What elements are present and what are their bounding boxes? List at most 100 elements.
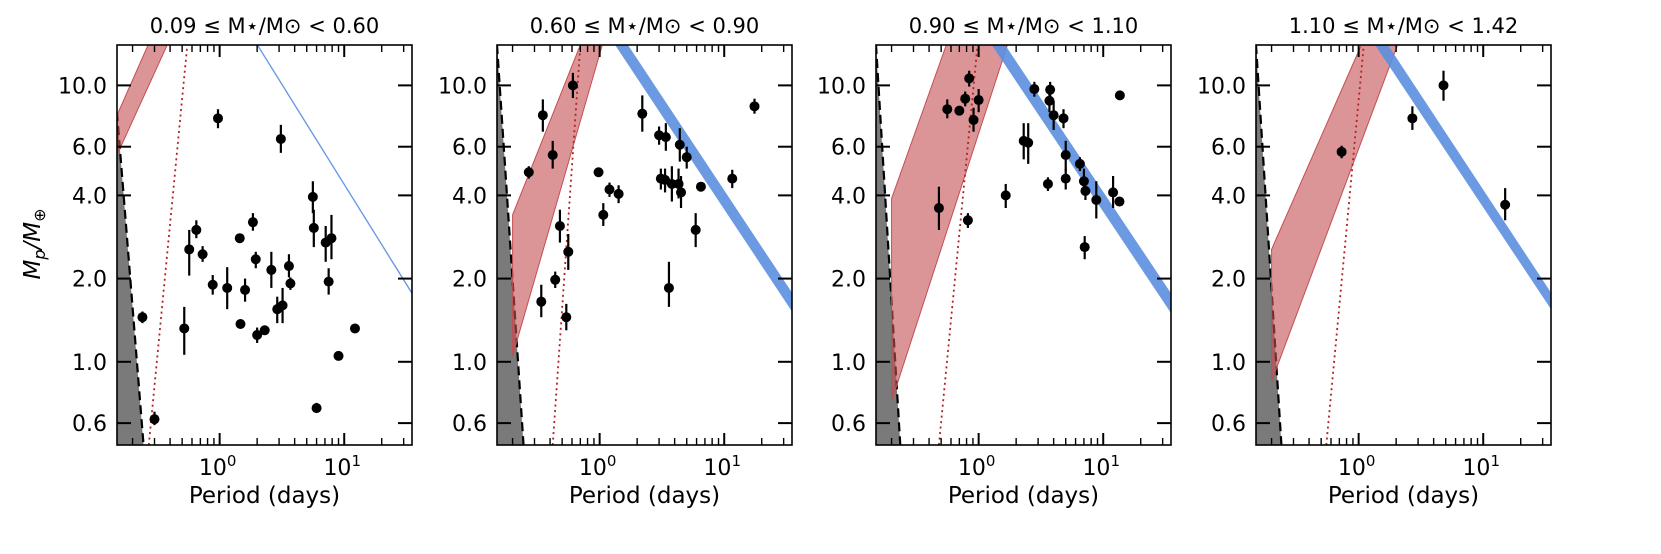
dashed-line <box>876 45 902 445</box>
data-point <box>563 233 574 270</box>
data-point <box>1114 90 1125 101</box>
data-point <box>252 327 263 343</box>
marker <box>277 300 288 311</box>
marker <box>266 264 277 275</box>
data-point <box>1091 181 1102 219</box>
marker <box>554 220 565 231</box>
y-tick-label: 10.0 <box>1197 74 1246 99</box>
data-point <box>1079 236 1090 260</box>
marker <box>727 173 738 184</box>
data-point <box>323 268 334 295</box>
data-point <box>727 169 738 189</box>
data-point <box>266 251 277 288</box>
x-axis-label: Period (days) <box>189 483 340 509</box>
data-point <box>179 306 190 355</box>
marker <box>275 133 286 144</box>
data-point <box>307 181 318 214</box>
data-point <box>1029 81 1040 97</box>
data-point <box>960 91 971 107</box>
marker <box>235 319 246 330</box>
marker <box>240 284 251 295</box>
gray-region <box>117 45 144 445</box>
y-tick-label: 4.0 <box>72 184 107 209</box>
marker <box>308 222 319 233</box>
data-point <box>277 287 288 324</box>
data-point <box>676 176 687 209</box>
data-point <box>954 105 965 116</box>
plot-area <box>876 45 1171 445</box>
data-point <box>149 411 160 426</box>
marker <box>690 224 701 235</box>
axes-frame <box>116 44 413 446</box>
panel-title: 0.09 ≤ M⋆/M⊙ < 0.60 <box>150 14 379 38</box>
marker <box>1108 187 1119 198</box>
data-point <box>235 319 246 330</box>
marker <box>749 101 760 112</box>
marker <box>1336 146 1347 157</box>
marker <box>1078 176 1089 187</box>
data-point <box>550 271 561 288</box>
data-point <box>690 213 701 248</box>
blue-band <box>991 45 1171 314</box>
marker <box>1500 199 1511 210</box>
y-tick-label: 4.0 <box>1211 184 1246 209</box>
dotted-line <box>147 45 189 445</box>
marker <box>197 249 208 260</box>
marker <box>1023 137 1034 148</box>
marker <box>674 139 685 150</box>
marker <box>222 282 233 293</box>
red-band <box>891 45 1008 402</box>
y-tick-label: 0.6 <box>831 412 866 437</box>
data-point <box>523 166 534 179</box>
y-tick-label: 0.6 <box>72 412 107 437</box>
y-tick-label: 2.0 <box>72 268 107 293</box>
data-point <box>1407 106 1418 130</box>
data-point <box>561 303 572 331</box>
dotted-line <box>938 45 979 445</box>
marker <box>250 254 261 265</box>
marker <box>1114 196 1125 207</box>
y-tick-label: 2.0 <box>831 268 866 293</box>
marker <box>962 215 973 226</box>
data-point <box>973 89 984 113</box>
data-point <box>695 181 706 192</box>
data-point <box>604 182 615 197</box>
marker <box>695 181 706 192</box>
dashed-line <box>1256 45 1283 445</box>
marker <box>285 278 296 289</box>
data-point <box>613 185 624 204</box>
marker <box>1044 95 1055 106</box>
marker <box>676 187 687 198</box>
x-tick-label: 100 <box>1338 452 1376 481</box>
y-tick-label: 6.0 <box>831 136 866 161</box>
data-point <box>184 229 195 276</box>
x-tick-label: 100 <box>199 452 237 481</box>
data-point <box>283 254 294 278</box>
data-point <box>674 128 685 162</box>
marker <box>933 203 944 214</box>
marker <box>311 403 322 414</box>
marker <box>1000 190 1011 201</box>
data-point <box>1438 70 1449 101</box>
data-point <box>1058 109 1069 129</box>
marker <box>333 350 344 361</box>
data-point <box>191 220 202 239</box>
marker <box>247 217 258 228</box>
data-point <box>536 284 547 318</box>
data-point <box>333 350 344 361</box>
marker <box>1042 178 1053 189</box>
data-point <box>137 311 148 324</box>
data-point <box>308 209 319 248</box>
marker <box>973 95 984 106</box>
marker <box>1060 173 1071 184</box>
data-point <box>320 225 331 262</box>
y-tick-label: 1.0 <box>1211 351 1246 376</box>
marker <box>968 114 979 125</box>
data-point <box>326 214 337 260</box>
marker <box>637 108 648 119</box>
marker <box>563 246 574 257</box>
marker <box>537 110 548 121</box>
y-tick-label: 2.0 <box>452 268 487 293</box>
